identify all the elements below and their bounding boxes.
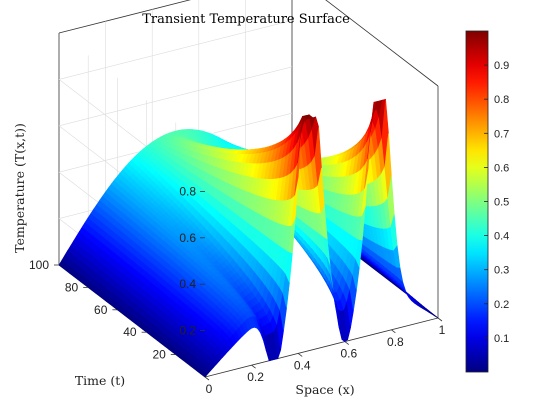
x-tick-label: 0.2 (247, 370, 264, 384)
colorbar-tick-label: 0.9 (494, 60, 509, 72)
z-tick-label: 0.4 (179, 277, 196, 291)
x-tick-label: 0 (206, 382, 213, 396)
z-tick-label: 0.6 (179, 231, 196, 245)
colorbar: 0.1 0.2 0.3 0.4 0.5 0.6 0.7 0.8 0.9 (465, 30, 509, 373)
x-tick-label: 0.4 (294, 358, 311, 372)
colorbar-tick-label: 0.2 (494, 299, 509, 311)
colorbar-tick-label: 0.8 (494, 94, 509, 106)
colorbar-tick-label: 0.6 (494, 162, 509, 174)
y-axis-label: Time (t) (75, 373, 125, 388)
colorbar-tick-label: 0.4 (494, 231, 509, 243)
x-axis-label: Space (x) (295, 382, 354, 397)
surface-patch (431, 312, 439, 319)
x-tick-label: 0.8 (387, 335, 404, 349)
x-tick-label: 0.6 (340, 347, 357, 361)
temperature-surface (58, 98, 439, 378)
grid-line (58, 20, 293, 80)
z-tick-label: 0.8 (179, 184, 196, 198)
x-tick-mark (297, 353, 303, 357)
z-tick-label: 0.2 (179, 324, 196, 338)
colorbar-tick-label: 0.7 (494, 128, 509, 140)
colorbar-tick-label: 0.1 (494, 333, 509, 345)
x-tick-mark (391, 329, 396, 334)
right-top-edge (325, 0, 439, 87)
y-tick-label: 60 (94, 303, 108, 317)
x-tick-mark (437, 317, 443, 322)
x-tick-mark (251, 364, 256, 369)
chart-title: Transient Temperature Surface (142, 12, 350, 27)
y-tick-label: 40 (123, 325, 137, 339)
y-tick-label: 80 (65, 280, 79, 294)
x-tick-label: 1 (439, 323, 446, 337)
z-axis-label: Temperature (T(x,t)) (12, 123, 27, 253)
colorbar-tick-label: 0.5 (494, 197, 509, 209)
grid-line (58, 66, 293, 127)
tick-labels: 0 0.2 0.4 0.6 0.8 1 20 40 60 80 100 0.2 0.4 0.6 0.8 (29, 184, 446, 396)
y-tick-label: 100 (29, 258, 49, 272)
colorbar-tick-label: 0.3 (494, 265, 509, 277)
back-top-edge (58, 0, 191, 34)
front-bottom-edge (204, 317, 439, 378)
x-tick-mark (344, 341, 350, 345)
x-tick-mark (204, 376, 210, 381)
y-tick-label: 20 (152, 348, 166, 362)
